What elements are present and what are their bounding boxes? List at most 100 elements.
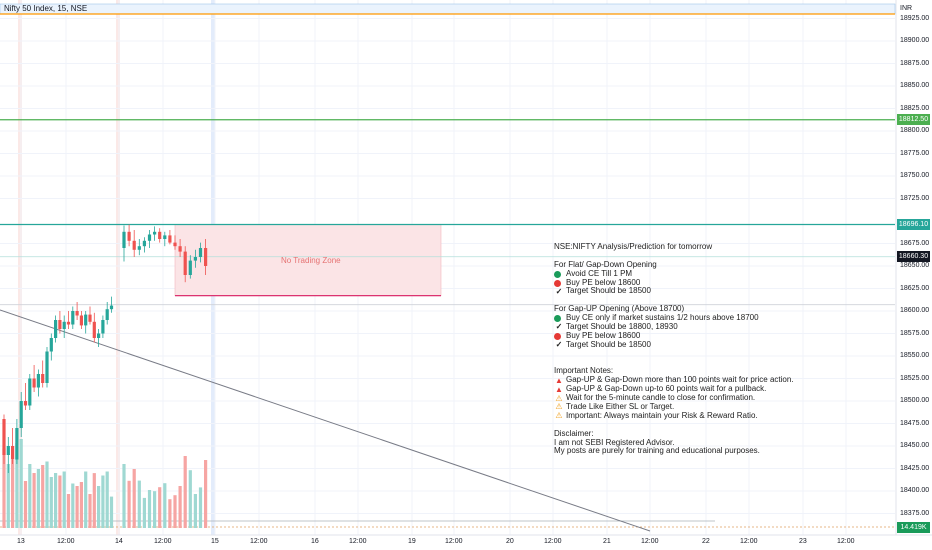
price-axis [896, 0, 932, 550]
time-tick-label: 12:00 [837, 538, 855, 545]
volume-bar [204, 460, 208, 528]
disclaimer-title: Disclaimer: [554, 428, 594, 438]
annotation-title: NSE:NIFTY Analysis/Prediction for tomorr… [554, 242, 713, 251]
top-band [0, 3, 896, 15]
candle-body [58, 320, 62, 329]
volume-bar [92, 473, 96, 528]
volume-bar [193, 494, 197, 528]
volume-bar [45, 461, 49, 528]
time-tick-label: 12:00 [57, 538, 75, 545]
candle-body [41, 374, 45, 383]
candle-body [105, 309, 109, 320]
time-tick-label: 23 [799, 538, 807, 545]
no-trading-zone-label: No Trading Zone [281, 256, 341, 265]
item-text: Trade Like Either SL or Target. [566, 402, 675, 412]
item-text: Avoid CE Till 1 PM [566, 268, 633, 278]
volume-bar [58, 475, 62, 528]
price-tick-label: 18475.00 [900, 419, 930, 427]
time-tick-label: 21 [603, 538, 611, 545]
candle-body [198, 248, 203, 257]
candle-body [88, 314, 92, 322]
item-text: Important: Always maintain your Risk & R… [566, 410, 758, 420]
volume-bar [79, 482, 83, 528]
volume-bar [183, 456, 187, 528]
volume-bar [109, 496, 114, 528]
price-tick-label: 18575.00 [900, 329, 930, 337]
candle-body [19, 401, 23, 428]
time-tick-label: 19 [408, 538, 416, 545]
candle-body [109, 305, 114, 310]
candle-body [49, 338, 53, 352]
notes-title: Important Notes: [554, 366, 614, 376]
volume-bar [15, 443, 19, 528]
candle-body [54, 320, 58, 338]
price-tick-label: 18875.00 [900, 59, 930, 67]
item-text: Target Should be 18500 [566, 339, 651, 349]
volume-bar [88, 494, 92, 528]
price-tick-label: 18550.00 [900, 352, 930, 359]
disclaimer-line: I am not SEBI Registered Advisor. [554, 437, 675, 447]
candle-body [127, 231, 131, 241]
candle-body [173, 242, 177, 247]
item-text: Gap-UP & Gap-Down up-to 60 points wait f… [566, 384, 767, 394]
time-tick-label: 12:00 [445, 538, 463, 545]
candle-body [71, 311, 75, 325]
volume-bar [19, 439, 23, 528]
price-tick-label: 18400.00 [900, 487, 930, 494]
price-tick-label: 18600.00 [900, 307, 930, 314]
volume-bar [71, 483, 75, 528]
candle-body [183, 251, 187, 275]
check-mark-icon: ✓ [555, 340, 563, 350]
green-circle-icon [554, 270, 561, 278]
symbol-title[interactable]: Nifty 50 Index, 15, NSE [4, 4, 88, 13]
analysis-annotation[interactable]: NSE:NIFTY Analysis/Prediction for tomorr… [554, 242, 794, 456]
list-item: Buy PE below 18600 [554, 331, 794, 341]
price-tag: 18660.30 [897, 251, 930, 263]
trendline [0, 309, 651, 532]
item-text: Target Should be 18800, 18930 [566, 322, 678, 332]
time-tick-label: 16 [311, 538, 319, 545]
session-highlight [116, 0, 120, 535]
currency-label: INR [900, 5, 913, 12]
time-tick-label: 15 [211, 538, 219, 545]
candle-body [158, 231, 162, 239]
price-tick-label: 18650.00 [900, 262, 930, 269]
volume-bar [137, 480, 141, 528]
candle-body [132, 240, 136, 250]
section1-title: For Flat/ Gap-Down Opening [554, 259, 657, 269]
time-tick-label: 12:00 [544, 538, 562, 545]
warning-icon: ⚠ [555, 402, 563, 412]
volume-bar [54, 473, 58, 528]
candle-body [178, 246, 182, 252]
price-tick-label: 18425.00 [900, 464, 930, 472]
price-tick-label: 18850.00 [900, 82, 930, 89]
volume-bar [122, 464, 126, 528]
warning-icon: ⚠ [555, 411, 563, 421]
volume-bar [168, 499, 172, 528]
price-tick-label: 18750.00 [900, 172, 930, 179]
price-tick-label: 18375.00 [900, 509, 930, 517]
candle-body [79, 315, 83, 326]
list-item: ✓ Target Should be 18800, 18930 [554, 322, 794, 332]
price-tick-label: 18725.00 [900, 194, 930, 202]
volume-bar [147, 490, 152, 528]
time-tick-label: 20 [506, 538, 514, 545]
candle-body [92, 321, 96, 338]
list-item: ▲ Gap-UP & Gap-Down up-to 60 points wait … [554, 384, 794, 394]
volume-bar [2, 448, 6, 528]
candle-body [147, 234, 152, 241]
time-tick-label: 12:00 [154, 538, 172, 545]
candle-body [84, 314, 88, 326]
list-item: ⚠ Wait for the 5-minute candle to close f… [554, 393, 794, 403]
green-circle-icon [554, 315, 561, 323]
volume-bar [23, 481, 28, 528]
candle-body [204, 248, 208, 266]
volume-bar [49, 477, 53, 528]
candle-body [97, 333, 101, 338]
red-triangle-icon: ▲ [555, 384, 563, 394]
volume-bar [173, 495, 177, 528]
red-triangle-icon: ▲ [555, 375, 563, 385]
candle-body [66, 321, 71, 325]
